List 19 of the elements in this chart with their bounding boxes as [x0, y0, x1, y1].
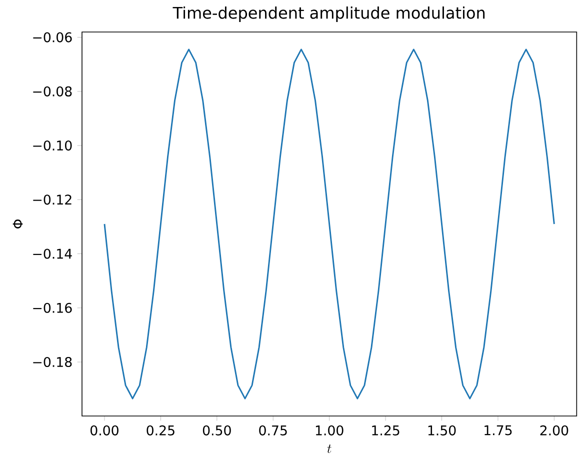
x-tick-label: 1.00 — [316, 425, 344, 436]
x-tick-label: 1.50 — [428, 425, 456, 436]
y-tick-label: −0.08 — [33, 86, 72, 96]
x-tick-label: 0.75 — [259, 425, 287, 436]
x-tick-label: 0.25 — [146, 425, 174, 436]
y-tick-label: −0.12 — [33, 194, 72, 205]
y-tick-label: −0.16 — [33, 302, 72, 313]
y-tick-label: −0.10 — [33, 140, 72, 151]
x-tick-label: 2.00 — [540, 425, 568, 436]
y-axis-title: Φ — [12, 220, 23, 228]
y-tick-label: −0.14 — [33, 248, 72, 259]
chart-title: Time-dependent amplitude modulation — [172, 6, 485, 22]
x-tick-label: 0.50 — [202, 425, 231, 436]
x-tick-label: 1.75 — [484, 425, 512, 436]
y-tick-label: −0.18 — [33, 356, 72, 368]
x-tick-label: 0.00 — [90, 425, 118, 436]
y-tick-label: −0.06 — [33, 32, 72, 42]
x-axis-title: $t$ — [327, 444, 332, 453]
x-tick-label: 1.25 — [372, 425, 400, 436]
